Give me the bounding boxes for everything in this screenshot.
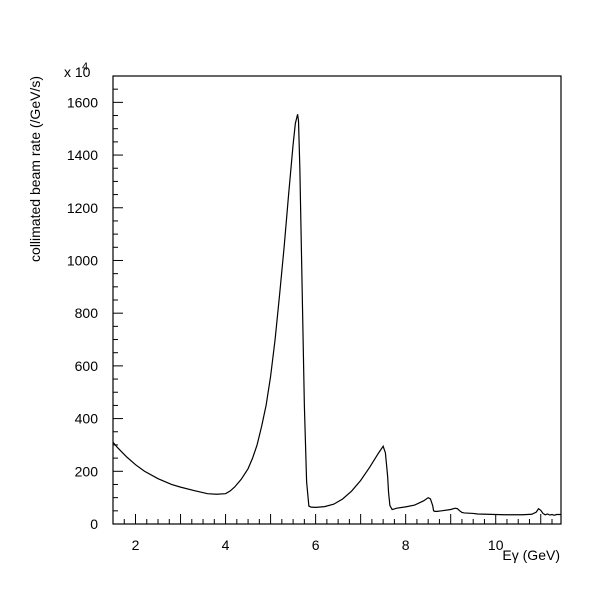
- y-axis-title: collimated beam rate (/GeV/s): [27, 76, 43, 262]
- y-tick-label: 200: [75, 463, 99, 479]
- y-tick-label: 1600: [67, 94, 98, 110]
- y-tick-label: 1400: [67, 147, 98, 163]
- x-tick-label: 6: [312, 537, 320, 553]
- x-axis-title: Eγ (GeV): [502, 547, 560, 563]
- x-tick-label: 8: [402, 537, 410, 553]
- x-tick-label: 4: [222, 537, 230, 553]
- y-multiplier-exponent: 4: [82, 61, 88, 73]
- x-tick-label: 2: [132, 537, 140, 553]
- y-tick-label: 1200: [67, 200, 98, 216]
- y-tick-label: 400: [75, 411, 99, 427]
- y-tick-label: 600: [75, 358, 99, 374]
- x-tick-label: 10: [488, 537, 504, 553]
- y-tick-label: 1000: [67, 252, 98, 268]
- y-multiplier-label: x 10: [64, 64, 91, 80]
- y-axis: 0 200 400 600 800 1000 1200 1400 1600: [67, 75, 123, 532]
- series-line: [112, 114, 561, 516]
- x-axis: 2 4 6 8 10: [112, 514, 553, 553]
- y-tick-label: 0: [90, 516, 98, 532]
- y-tick-label: 800: [75, 305, 99, 321]
